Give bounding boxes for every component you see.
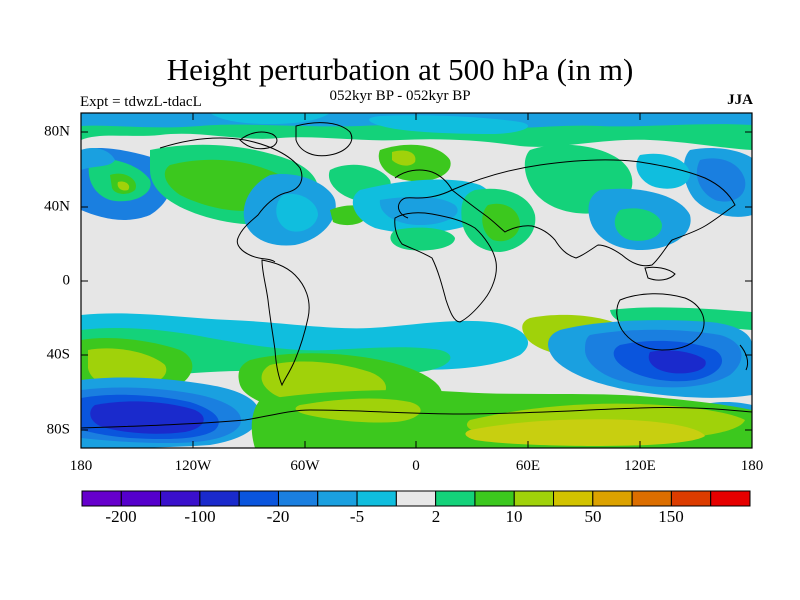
colorbar-label: 2 bbox=[431, 507, 441, 526]
lon-label-180w: 180 bbox=[69, 458, 93, 474]
colorbar-label: -100 bbox=[184, 507, 216, 526]
contour-region bbox=[276, 193, 318, 232]
contour-region bbox=[648, 350, 706, 374]
contour-region bbox=[636, 153, 690, 189]
map-title: Height perturbation at 500 hPa (in m) bbox=[166, 52, 634, 87]
colorbar-label: -20 bbox=[266, 507, 290, 526]
lon-label-60e: 60E bbox=[515, 458, 541, 474]
colorbar-label: -5 bbox=[349, 507, 365, 526]
contour-region bbox=[369, 115, 529, 134]
lat-label-40n: 40N bbox=[44, 198, 70, 215]
contour-region bbox=[696, 158, 746, 202]
colorbar-label: -200 bbox=[105, 507, 137, 526]
coastlines bbox=[81, 122, 752, 429]
experiment-label: Expt = tdwzL-tdacL bbox=[80, 94, 202, 110]
lat-label-80s: 80S bbox=[46, 421, 70, 438]
colorbar-label: 150 bbox=[658, 507, 684, 526]
lat-label-0: 0 bbox=[62, 272, 71, 289]
contour-region bbox=[117, 181, 130, 191]
season-label: JJA bbox=[727, 92, 753, 108]
contour-region bbox=[465, 419, 705, 446]
contour-region bbox=[614, 208, 662, 241]
contour-region bbox=[390, 227, 455, 251]
lon-label-120e: 120E bbox=[624, 458, 656, 474]
contour-region bbox=[81, 148, 115, 170]
colorbar-label: 10 bbox=[505, 507, 523, 526]
tick-marks bbox=[81, 113, 752, 448]
lon-label-0: 0 bbox=[412, 458, 420, 474]
contour-region bbox=[210, 113, 330, 124]
lon-label-180e: 180 bbox=[740, 458, 764, 474]
lon-label-60w: 60W bbox=[290, 458, 320, 474]
contour-field bbox=[81, 113, 752, 448]
lat-label-80n: 80N bbox=[44, 123, 70, 140]
colorbar-label: 50 bbox=[584, 507, 602, 526]
lat-label-40s: 40S bbox=[46, 346, 70, 363]
contour-region bbox=[295, 398, 421, 423]
map-subtitle: 052kyr BP - 052kyr BP bbox=[329, 88, 471, 104]
contour-region bbox=[482, 203, 520, 242]
contour-region bbox=[392, 150, 416, 166]
lon-label-120w: 120W bbox=[174, 458, 212, 474]
contour-region bbox=[90, 401, 204, 434]
